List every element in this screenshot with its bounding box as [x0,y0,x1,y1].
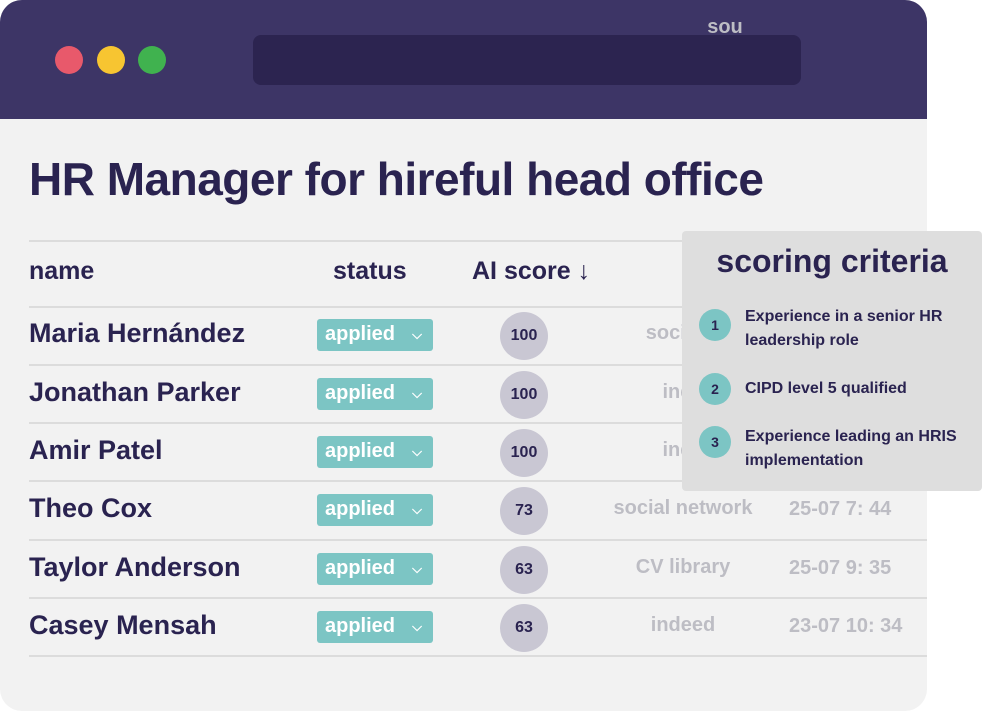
chevron-down-icon: ⌵ [412,327,422,342]
status-dropdown[interactable]: applied ⌵ [317,611,433,643]
divider [29,364,927,366]
source-text: indeed [650,614,716,636]
ai-score-badge: 100 [500,429,548,477]
scoring-criteria-panel: scoring criteria 1 Experience in a senio… [682,231,982,491]
chevron-down-icon: ⌵ [412,619,422,634]
status-label: applied [325,498,396,520]
date-text: 25-07 9: 35 [789,557,892,579]
chevron-down-icon: ⌵ [412,386,422,401]
status-label: applied [325,557,396,579]
candidate-name[interactable]: Theo Cox [29,493,153,523]
status-dropdown[interactable]: applied ⌵ [317,319,433,351]
status-label: applied [325,323,396,345]
page-title: HR Manager for hireful head office [29,153,764,205]
table-row[interactable]: Jonathan Parker applied ⌵ 100 inde [0,365,927,423]
chevron-down-icon: ⌵ [412,502,422,517]
candidate-name[interactable]: Casey Mensah [29,610,217,640]
minimize-button[interactable] [97,46,125,74]
address-bar[interactable] [253,35,801,85]
criteria-title: scoring criteria [716,243,948,279]
divider [29,422,927,424]
status-dropdown[interactable]: applied ⌵ [317,378,433,410]
close-button[interactable] [55,46,83,74]
ai-score-badge: 100 [500,371,548,419]
source-text: CV library [635,556,731,578]
table-row[interactable]: Taylor Anderson applied ⌵ 63 CV library … [0,540,927,598]
ai-score-badge: 63 [500,546,548,594]
date-text: 23-07 10: 34 [789,615,903,637]
chevron-down-icon: ⌵ [412,561,422,576]
divider [29,597,927,599]
status-label: applied [325,615,396,637]
criteria-item: CIPD level 5 qualified [745,380,907,397]
ai-score-badge: 63 [500,604,548,652]
ai-score-badge: 73 [500,487,548,535]
maximize-button[interactable] [138,46,166,74]
divider [29,240,927,242]
column-header-source[interactable]: sou [707,16,743,38]
table-row[interactable]: Casey Mensah applied ⌵ 63 indeed 23-07 1… [0,598,927,656]
divider [29,655,927,657]
column-header-ai-score[interactable]: AI score ↓ [472,257,591,285]
column-header-status[interactable]: status [333,257,407,285]
source-text: social network [613,497,753,519]
candidate-name[interactable]: Jonathan Parker [29,377,241,407]
table-row[interactable]: Theo Cox applied ⌵ 73 social network 25-… [0,481,927,539]
divider [29,480,927,482]
criteria-number-badge: 2 [699,373,731,405]
title-bar [0,0,927,119]
criteria-item: Experience leading an HRIS implementatio… [745,428,957,469]
candidate-name[interactable]: Maria Hernández [29,318,246,348]
criteria-item: Experience in a senior HR leadership rol… [745,308,943,349]
divider [29,539,927,541]
status-label: applied [325,440,396,462]
chevron-down-icon: ⌵ [412,444,422,459]
status-dropdown[interactable]: applied ⌵ [317,553,433,585]
candidate-name[interactable]: Amir Patel [29,435,163,465]
divider [29,306,927,308]
criteria-number-badge: 1 [699,309,731,341]
date-text: 25-07 7: 44 [789,498,892,520]
status-dropdown[interactable]: applied ⌵ [317,436,433,468]
ai-score-badge: 100 [500,312,548,360]
status-label: applied [325,382,396,404]
status-dropdown[interactable]: applied ⌵ [317,494,433,526]
candidate-name[interactable]: Taylor Anderson [29,552,241,582]
column-header-name[interactable]: name [29,257,95,285]
criteria-number-badge: 3 [699,426,731,458]
